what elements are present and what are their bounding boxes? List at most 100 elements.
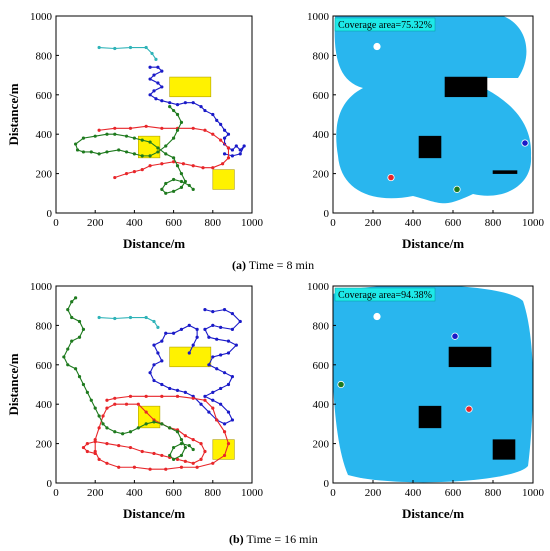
red-waypoint (219, 138, 223, 142)
green-waypoint (113, 132, 117, 136)
blue-waypoint (203, 394, 207, 398)
blue-waypoint (172, 331, 176, 335)
x-tick-label: 600 (445, 487, 462, 499)
green-waypoint (172, 189, 176, 193)
green-waypoint (152, 420, 156, 424)
plot-frame (332, 15, 534, 214)
x-tick-label: 0 (53, 487, 59, 499)
blue-waypoint (226, 410, 231, 414)
caption-a-text: Time = 8 min (246, 258, 314, 272)
red-waypoint (144, 410, 148, 414)
green-waypoint (105, 426, 109, 430)
green-waypoint (117, 148, 121, 152)
red-waypoint (97, 128, 101, 132)
red-waypoint (136, 402, 140, 406)
green-waypoint (136, 426, 140, 430)
red-waypoint (199, 442, 203, 446)
green-waypoint (77, 375, 82, 379)
green-waypoint (140, 154, 144, 158)
red-waypoint (105, 442, 109, 446)
x-tick-label: 600 (165, 487, 182, 499)
cyan-waypoint (97, 315, 101, 320)
panel-a-left-plot: 0 200 400 600 800 1000 0 200 400 600 800 1000 Distan… (6, 11, 264, 251)
blue-waypoint (152, 378, 156, 383)
red-waypoint (148, 164, 152, 168)
plot-frame (332, 285, 534, 484)
green-waypoint (101, 422, 105, 426)
green-waypoint (172, 136, 176, 140)
x-tick-label: 400 (126, 217, 143, 229)
obstacle (418, 135, 442, 159)
coverage-label: Coverage area=94.38% (334, 287, 436, 302)
x-tick-label: 600 (445, 217, 462, 229)
green-trajectory (63, 297, 194, 461)
red-waypoint (203, 398, 207, 402)
blue-waypoint (164, 331, 168, 335)
blue-waypoint (148, 65, 152, 69)
red-waypoint (124, 172, 129, 176)
green-waypoint (77, 319, 82, 324)
blue-waypoint (238, 319, 242, 324)
blue-waypoint (211, 310, 215, 314)
red-waypoint (183, 434, 187, 438)
red-waypoint (226, 156, 231, 160)
green-waypoint (70, 300, 74, 304)
green-waypoint (66, 308, 70, 312)
caption-b-text: Time = 16 min (244, 532, 318, 546)
red-waypoint (183, 459, 187, 463)
green-waypoint (62, 355, 66, 359)
red-waypoint (191, 126, 195, 130)
y-tick-label: 600 (313, 90, 330, 102)
green-waypoint (70, 339, 74, 343)
green-waypoint (164, 152, 168, 156)
blue-waypoint (203, 308, 207, 312)
obstacle (418, 405, 442, 429)
red-waypoint (191, 164, 195, 168)
y-tick-label: 200 (36, 169, 53, 181)
blue-waypoint (215, 118, 219, 123)
cyan-waypoint (113, 316, 117, 321)
x-tick-label: 1000 (241, 217, 264, 229)
blue-waypoint (203, 327, 207, 331)
y-tick-label: 800 (36, 50, 53, 62)
blue-waypoint (211, 355, 215, 359)
x-tick-label: 200 (87, 487, 104, 499)
blue-waypoint (226, 351, 231, 355)
red-waypoint (144, 394, 148, 398)
green-waypoint (128, 430, 133, 434)
blue-waypoint (230, 154, 234, 158)
red-waypoint (172, 160, 176, 164)
blue-waypoint (226, 382, 231, 387)
red-waypoint (203, 128, 207, 132)
x-tick-label: 800 (205, 217, 222, 229)
x-tick-label: 1000 (241, 487, 264, 499)
green-waypoint (105, 132, 109, 136)
blue-waypoint (160, 99, 164, 103)
red-waypoint (152, 451, 156, 456)
x-tick-label: 800 (205, 487, 222, 499)
x-axis-label: Distance/m (123, 236, 185, 251)
green-waypoint (124, 150, 129, 154)
x-axis-label: Distance/m (402, 236, 464, 251)
y-tick-label: 0 (324, 478, 330, 490)
red-waypoint (221, 162, 225, 166)
red-waypoint (128, 126, 133, 130)
blue-waypoint (219, 353, 223, 357)
green-waypoint (179, 185, 184, 189)
green-waypoint (183, 445, 187, 450)
red-waypoint (203, 449, 207, 454)
green-waypoint (160, 187, 164, 191)
x-tick-label: 800 (485, 487, 502, 499)
obstacle (444, 76, 488, 98)
green-waypoint (132, 152, 136, 156)
blue-waypoint (156, 65, 160, 69)
coverage-label-bg (334, 287, 436, 302)
blue-waypoint (211, 323, 215, 327)
green-waypoint (179, 120, 184, 124)
obstacle (169, 76, 212, 98)
green-waypoint (81, 136, 86, 140)
x-tick-label: 200 (87, 217, 104, 229)
panel-b-right-plot: 0 200 400 600 800 1000 0 200 400 600 800 1000 Distan… (307, 281, 545, 521)
y-tick-label: 400 (313, 129, 330, 141)
red-waypoint (164, 467, 168, 471)
